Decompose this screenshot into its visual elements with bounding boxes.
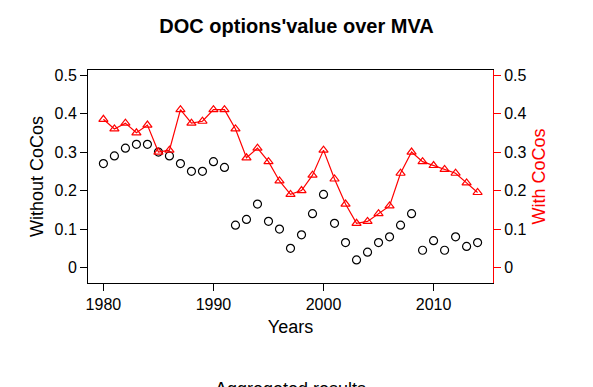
svg-text:0.5: 0.5: [504, 67, 526, 84]
svg-text:1980: 1980: [86, 296, 122, 313]
svg-text:2000: 2000: [306, 296, 342, 313]
svg-text:0.3: 0.3: [504, 144, 526, 161]
svg-text:0.5: 0.5: [55, 67, 77, 84]
svg-text:0.1: 0.1: [55, 221, 77, 238]
svg-text:0: 0: [68, 259, 77, 276]
svg-text:0: 0: [504, 259, 513, 276]
svg-text:0.2: 0.2: [504, 182, 526, 199]
svg-text:2010: 2010: [416, 296, 452, 313]
svg-text:Without CoCos: Without CoCos: [27, 116, 47, 237]
svg-text:0.3: 0.3: [55, 144, 77, 161]
svg-text:0.2: 0.2: [55, 182, 77, 199]
svg-text:Aggregated results: Aggregated results: [215, 379, 366, 387]
svg-text:1990: 1990: [196, 296, 232, 313]
svg-text:DOC options'value over MVA: DOC options'value over MVA: [159, 15, 433, 37]
svg-text:0.4: 0.4: [55, 105, 77, 122]
svg-text:Years: Years: [268, 317, 313, 337]
svg-text:0.1: 0.1: [504, 221, 526, 238]
svg-text:0.4: 0.4: [504, 105, 526, 122]
svg-text:With CoCos: With CoCos: [529, 128, 549, 224]
